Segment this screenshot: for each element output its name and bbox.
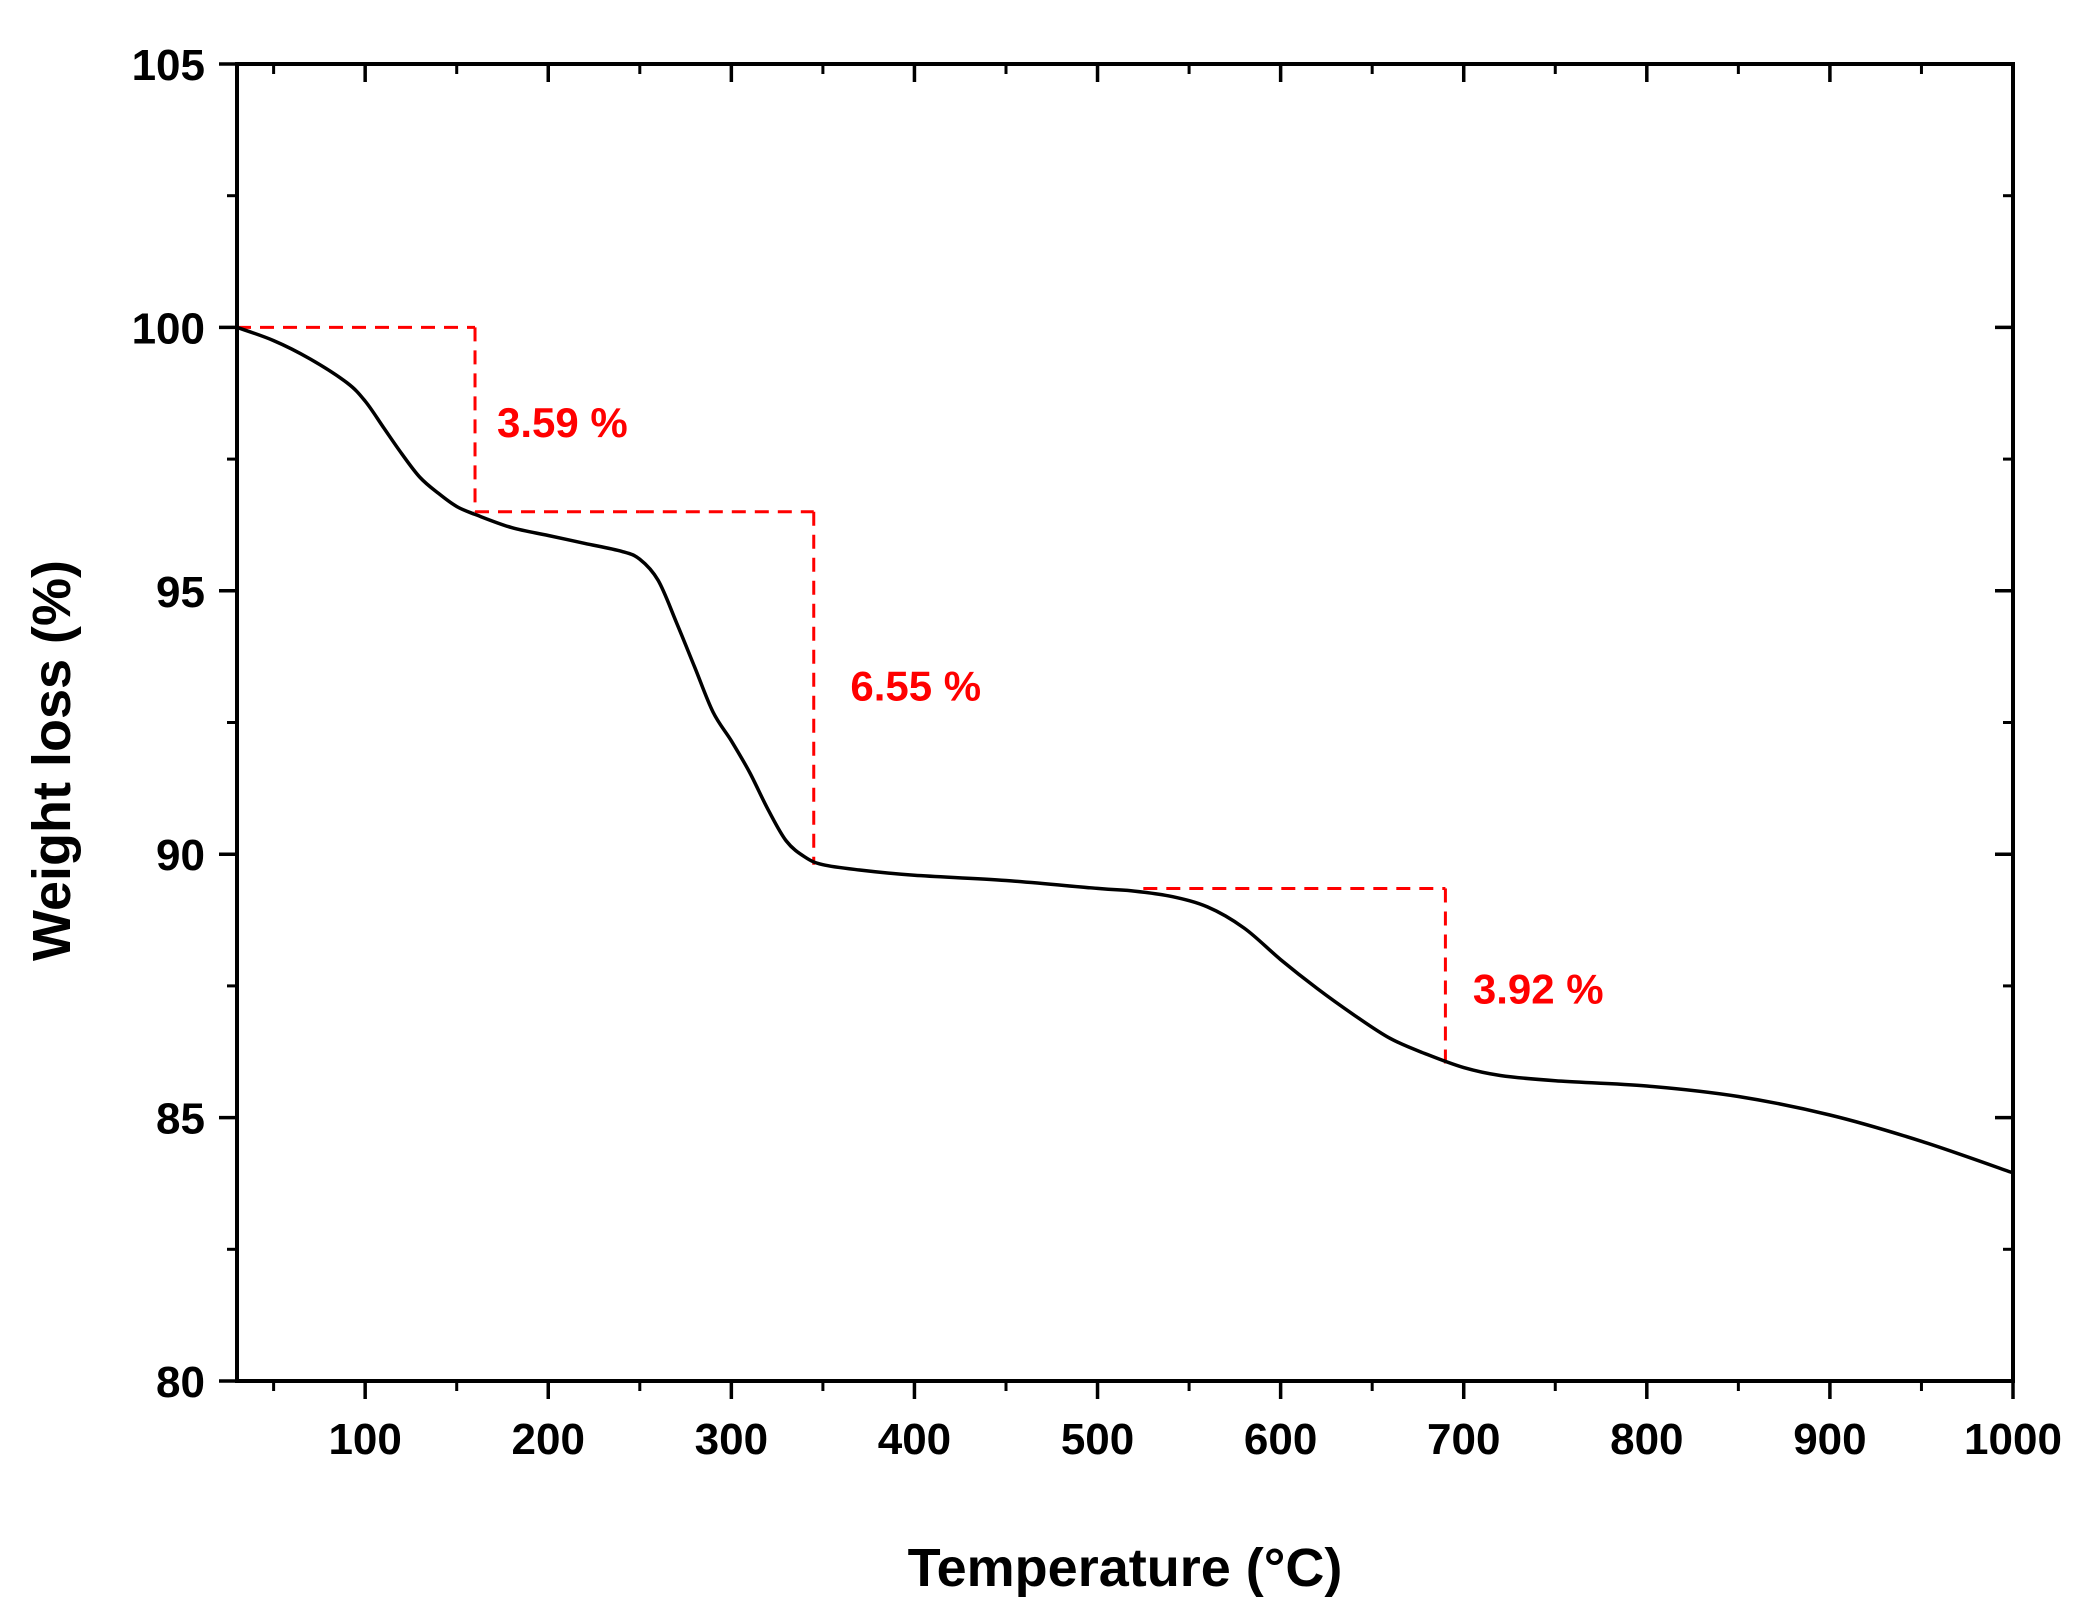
x-tick-label: 100 <box>328 1415 401 1464</box>
y-tick-label: 90 <box>156 831 205 880</box>
axis-ticks <box>219 62 2015 1399</box>
y-tick-label: 105 <box>132 41 205 90</box>
weight-loss-annotations: 3.59 % 6.55 % 3.92 % <box>237 325 1604 1071</box>
x-tick-label: 400 <box>878 1415 951 1464</box>
x-tick-label: 600 <box>1244 1415 1317 1464</box>
y-tick-label: 100 <box>132 304 205 353</box>
x-axis-title: Temperature (°C) <box>908 1538 1343 1598</box>
x-tick-label: 800 <box>1610 1415 1683 1464</box>
y-tick-label: 85 <box>156 1095 205 1144</box>
x-tick-label: 200 <box>512 1415 585 1464</box>
annotation-label: 3.59 % <box>497 399 628 446</box>
x-tick-label: 700 <box>1427 1415 1500 1464</box>
x-tick-label: 500 <box>1061 1415 1134 1464</box>
x-tick-label: 300 <box>695 1415 768 1464</box>
y-tick-label: 95 <box>156 568 205 617</box>
plot-frame <box>235 62 2015 1383</box>
annotation-label: 3.92 % <box>1473 966 1604 1013</box>
x-tick-label: 1000 <box>1964 1415 2062 1464</box>
weight-loss-curve <box>236 325 2014 1175</box>
annotation-label: 6.55 % <box>850 663 981 710</box>
y-tick-label: 80 <box>156 1358 205 1407</box>
y-axis-title: Weight loss (%) <box>22 560 82 961</box>
x-tick-label: 900 <box>1793 1415 1866 1464</box>
axis-tick-labels: 100 200 300 400 500 600 700 800 900 1000 80 85 90 95 1… <box>132 41 2062 1464</box>
